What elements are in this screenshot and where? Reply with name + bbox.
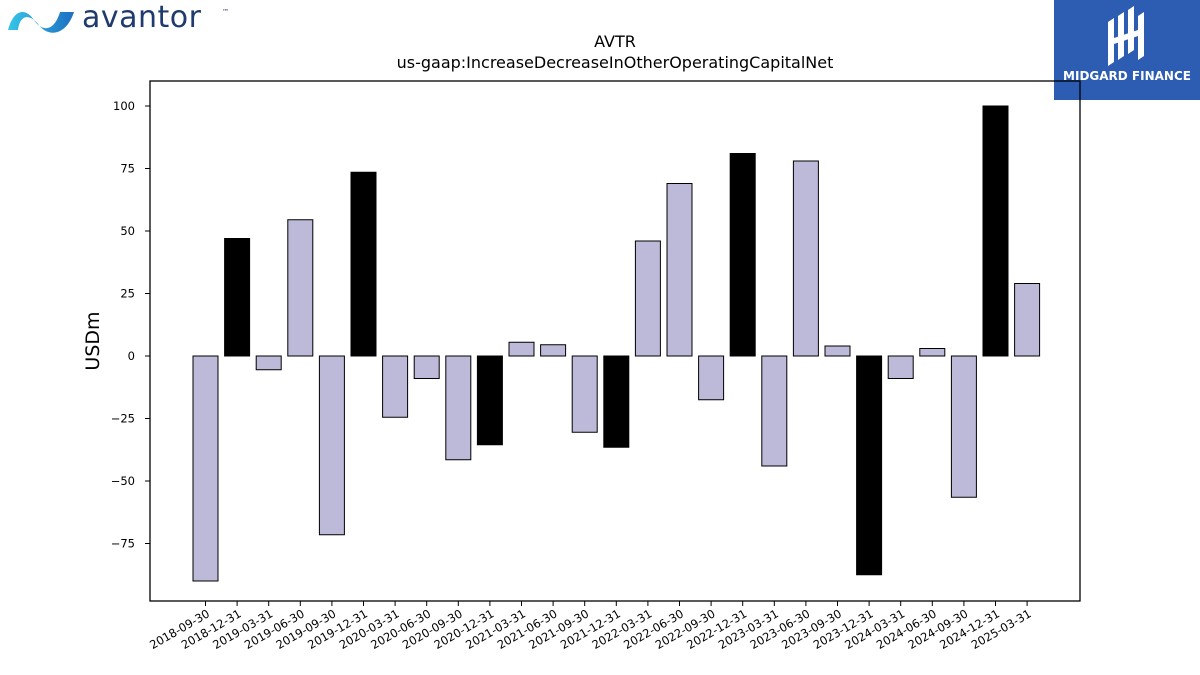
bar (540, 344, 567, 357)
bar (856, 355, 883, 576)
midgard-finance-logo: MIDGARD FINANCE (1054, 0, 1200, 100)
bar (445, 355, 472, 461)
bar (698, 355, 725, 401)
avantor-wordmark: avantor (82, 0, 202, 35)
bar (382, 355, 409, 418)
plot-frame (149, 80, 1081, 602)
bar (413, 355, 440, 379)
bar (318, 355, 345, 536)
bar (729, 153, 756, 357)
avantor-logo: avantor ™ (4, 0, 234, 38)
bar (761, 355, 788, 467)
bar (508, 341, 535, 357)
bar (982, 105, 1009, 357)
bar (255, 355, 282, 371)
bar (476, 355, 503, 446)
bar (350, 171, 377, 357)
bar (603, 355, 630, 448)
bar (792, 160, 819, 357)
y-tick-label: −50 (111, 474, 135, 488)
bar (634, 240, 661, 357)
y-tick-label: 50 (120, 224, 135, 238)
bar (950, 355, 977, 498)
y-tick-label: −75 (111, 537, 135, 551)
bar (287, 219, 314, 357)
chart-title: AVTR (594, 32, 636, 51)
bar (1014, 283, 1041, 357)
bar (919, 348, 946, 357)
midgard-wordmark: MIDGARD FINANCE (1063, 69, 1191, 83)
bar (824, 345, 851, 357)
y-tick-label: 25 (120, 287, 135, 301)
bar (224, 238, 251, 357)
bar (571, 355, 598, 433)
trademark-symbol: ™ (222, 8, 229, 16)
y-tick-label: 100 (113, 99, 135, 113)
avantor-wave-icon (8, 11, 74, 33)
chart-subtitle: us-gaap:IncreaseDecreaseInOtherOperating… (396, 53, 834, 72)
midgard-emblem-icon (1108, 6, 1144, 66)
bar (887, 355, 914, 379)
bar (192, 355, 219, 582)
y-axis-label: USDm (82, 311, 104, 370)
y-tick-label: 75 (120, 162, 135, 176)
y-tick-label: −25 (111, 412, 135, 426)
y-tick-label: 0 (128, 349, 135, 363)
bar (666, 183, 693, 357)
